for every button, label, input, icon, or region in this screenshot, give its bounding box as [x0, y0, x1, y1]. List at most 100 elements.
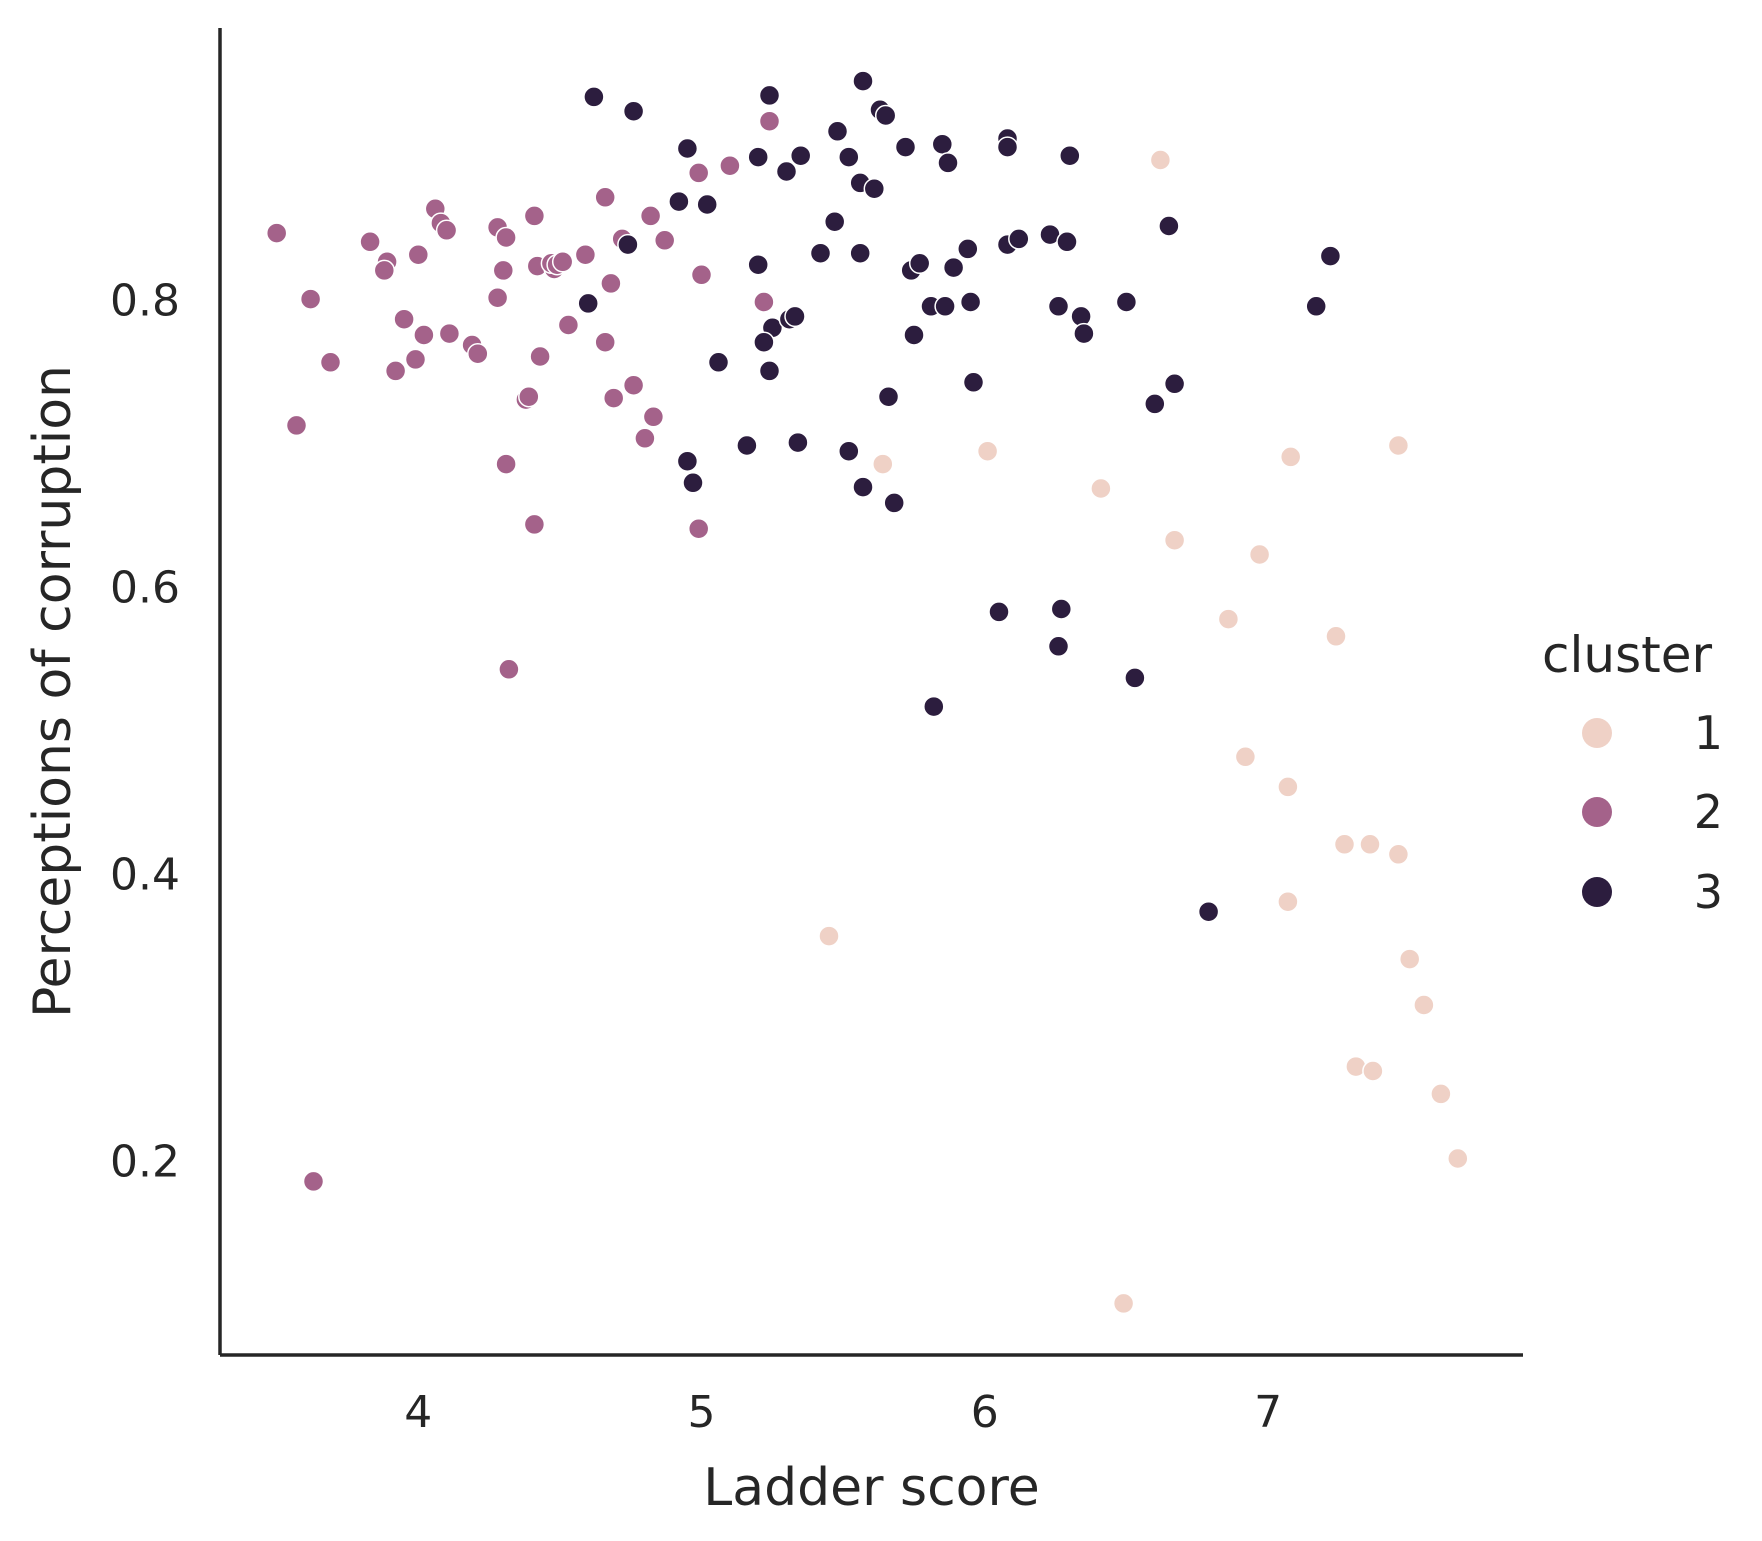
- data-point-cluster-3: [775, 160, 798, 183]
- data-point-cluster-1: [1413, 994, 1435, 1016]
- points-layer: [265, 70, 1469, 1315]
- data-point-cluster-3: [962, 371, 985, 394]
- data-point-cluster-2: [359, 231, 381, 253]
- data-point-cluster-3: [707, 351, 730, 374]
- data-point-cluster-2: [495, 226, 517, 249]
- x-tick-label: 7: [1254, 1387, 1282, 1438]
- data-point-cluster-1: [1163, 529, 1186, 551]
- data-point-cluster-2: [319, 351, 342, 374]
- data-point-cluster-3: [1073, 322, 1095, 345]
- data-point-cluster-1: [1447, 1147, 1469, 1170]
- x-axis-title: Ladder score: [703, 1458, 1039, 1518]
- data-point-cluster-3: [809, 242, 832, 264]
- data-point-cluster-3: [1050, 598, 1073, 620]
- data-point-cluster-3: [996, 136, 1019, 158]
- data-point-cluster-3: [668, 190, 690, 213]
- data-point-cluster-3: [877, 385, 900, 408]
- data-point-cluster-1: [818, 925, 840, 947]
- data-point-cluster-3: [959, 291, 982, 313]
- data-point-cluster-2: [407, 243, 430, 266]
- y-ticks: 0.2 0.4 0.6 0.8: [110, 276, 180, 1188]
- data-point-cluster-3: [736, 434, 758, 457]
- y-tick-label: 0.8: [110, 276, 180, 327]
- data-point-cluster-2: [404, 348, 427, 371]
- data-point-cluster-2: [523, 205, 546, 227]
- data-point-cluster-3: [1144, 393, 1166, 415]
- data-point-cluster-2: [299, 288, 322, 310]
- data-point-cluster-2: [758, 110, 781, 132]
- data-point-cluster-2: [373, 259, 396, 282]
- data-point-cluster-1: [1149, 149, 1172, 171]
- data-point-cluster-3: [676, 450, 699, 472]
- data-point-cluster-1: [1325, 625, 1347, 648]
- legend-marker-2: [1582, 797, 1612, 827]
- data-point-cluster-2: [498, 658, 520, 681]
- data-point-cluster-2: [642, 406, 665, 428]
- data-point-cluster-3: [934, 295, 956, 318]
- legend-label-1: 1: [1694, 706, 1723, 760]
- data-point-cluster-3: [838, 440, 860, 462]
- data-point-cluster-3: [1059, 144, 1081, 167]
- data-point-cluster-1: [1248, 543, 1271, 566]
- y-tick-label: 0.4: [110, 849, 180, 900]
- data-point-cluster-1: [1398, 948, 1421, 970]
- data-point-cluster-2: [486, 286, 509, 309]
- data-point-cluster-2: [594, 331, 616, 353]
- data-point-cluster-3: [1008, 228, 1030, 250]
- data-point-cluster-2: [393, 308, 415, 330]
- data-point-cluster-3: [1305, 295, 1327, 318]
- data-point-cluster-2: [492, 259, 515, 282]
- data-point-cluster-1: [1277, 890, 1299, 913]
- data-point-cluster-3: [747, 253, 769, 276]
- data-point-cluster-3: [1115, 291, 1138, 313]
- data-point-cluster-1: [976, 440, 999, 462]
- data-point-cluster-1: [1387, 843, 1410, 866]
- data-point-cluster-3: [747, 146, 769, 168]
- data-point-cluster-3: [577, 292, 599, 315]
- data-point-cluster-3: [883, 492, 905, 514]
- data-point-cluster-2: [557, 314, 580, 336]
- data-point-cluster-2: [622, 374, 645, 396]
- data-point-cluster-3: [863, 177, 886, 200]
- data-point-cluster-2: [719, 154, 741, 177]
- data-point-cluster-3: [826, 120, 849, 143]
- data-point-cluster-3: [1047, 295, 1070, 318]
- data-point-cluster-2: [687, 517, 710, 540]
- legend: cluster 1 2 3: [1542, 626, 1723, 919]
- data-point-cluster-2: [435, 219, 458, 242]
- y-tick-label: 0.6: [110, 563, 180, 614]
- data-point-cluster-3: [823, 210, 846, 233]
- data-point-cluster-3: [988, 601, 1010, 623]
- data-point-cluster-3: [957, 238, 979, 260]
- data-point-cluster-3: [753, 331, 775, 353]
- data-point-cluster-3: [787, 431, 809, 454]
- data-point-cluster-1: [1362, 1060, 1384, 1082]
- data-point-cluster-3: [908, 252, 931, 275]
- data-point-cluster-2: [600, 272, 622, 295]
- data-point-cluster-1: [1277, 776, 1299, 798]
- data-point-cluster-3: [789, 144, 812, 167]
- data-point-cluster-3: [874, 104, 897, 127]
- data-point-cluster-3: [1163, 373, 1186, 395]
- x-ticks: 4 5 6 7: [404, 1387, 1282, 1438]
- data-point-cluster-2: [438, 322, 461, 345]
- data-point-cluster-2: [529, 345, 551, 368]
- data-point-cluster-2: [574, 243, 597, 266]
- data-point-cluster-2: [634, 427, 656, 450]
- data-point-cluster-1: [1279, 446, 1302, 468]
- data-point-cluster-1: [1090, 477, 1112, 500]
- data-point-cluster-1: [1333, 833, 1356, 856]
- data-point-cluster-1: [1430, 1083, 1452, 1105]
- data-point-cluster-2: [523, 513, 546, 536]
- data-point-cluster-2: [602, 387, 625, 409]
- data-point-cluster-2: [265, 222, 288, 244]
- data-point-cluster-2: [495, 453, 517, 475]
- data-point-cluster-3: [617, 233, 639, 256]
- y-axis-title: Perceptions of corruption: [23, 365, 83, 1018]
- data-point-cluster-3: [1124, 667, 1146, 689]
- legend-label-3: 3: [1694, 865, 1723, 919]
- data-point-cluster-2: [653, 229, 676, 252]
- data-point-cluster-1: [1234, 746, 1257, 768]
- data-point-cluster-3: [931, 133, 954, 155]
- data-point-cluster-2: [384, 360, 407, 382]
